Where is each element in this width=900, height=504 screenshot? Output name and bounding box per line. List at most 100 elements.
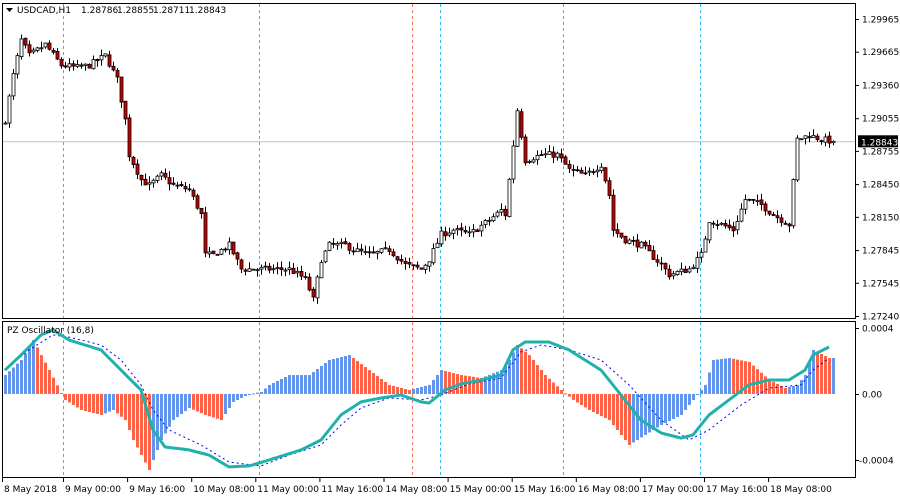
bull-candle bbox=[423, 264, 428, 270]
histogram-bar-up bbox=[656, 394, 659, 428]
histogram-bar-up bbox=[312, 372, 315, 394]
bull-candle bbox=[287, 267, 292, 270]
histogram-bar-up bbox=[104, 394, 107, 414]
histogram-bar-up bbox=[632, 394, 635, 443]
histogram-bar-up bbox=[32, 340, 35, 394]
bull-candle bbox=[427, 261, 432, 267]
bear-candle bbox=[635, 239, 640, 248]
histogram-bar-up bbox=[688, 394, 691, 405]
histogram-bar-down bbox=[48, 370, 51, 394]
bull-candle bbox=[439, 230, 444, 245]
bear-candle bbox=[311, 288, 316, 298]
symbol-header: USDCAD,H1 1.28786 1.28855 1.28711 1.2884… bbox=[6, 6, 226, 16]
bear-candle bbox=[347, 243, 352, 251]
histogram-bar-up bbox=[16, 363, 19, 394]
time-tick-label: 10 May 08:00 bbox=[193, 485, 255, 495]
symbol-label: USDCAD,H1 bbox=[17, 6, 71, 16]
histogram-bar-up bbox=[160, 394, 163, 441]
bull-candle bbox=[811, 134, 816, 139]
histogram-bar-up bbox=[4, 375, 7, 394]
bear-candle bbox=[819, 140, 824, 143]
bull-candle bbox=[823, 136, 828, 143]
bear-candle bbox=[87, 63, 92, 69]
histogram-bar-down bbox=[604, 394, 607, 419]
bull-candle bbox=[327, 241, 332, 251]
bear-candle bbox=[523, 136, 528, 164]
bear-candle bbox=[367, 251, 372, 254]
histogram-bar-down bbox=[216, 394, 219, 419]
histogram-bar-down bbox=[588, 394, 591, 411]
histogram-bar-up bbox=[672, 394, 675, 419]
bull-candle bbox=[335, 243, 340, 246]
histogram-bar-up bbox=[164, 394, 167, 434]
histogram-bar-up bbox=[156, 394, 159, 451]
bull-candle bbox=[483, 220, 488, 225]
histogram-bar-up bbox=[704, 384, 707, 394]
bear-candle bbox=[415, 264, 420, 268]
histogram-bar-up bbox=[108, 394, 111, 412]
histogram-bar-up bbox=[680, 394, 683, 415]
bull-candle bbox=[627, 239, 632, 244]
bear-candle bbox=[123, 100, 128, 120]
bull-candle bbox=[671, 273, 676, 277]
bear-candle bbox=[551, 151, 556, 158]
histogram-bar-up bbox=[484, 376, 487, 394]
bear-candle bbox=[79, 64, 84, 67]
bear-candle bbox=[779, 217, 784, 223]
ohlc-high: 1.28855 bbox=[117, 6, 154, 16]
time-tick-label: 8 May 2018 bbox=[4, 485, 57, 495]
histogram-bar-down bbox=[600, 394, 603, 417]
price-tick-label: 1.27545 bbox=[862, 279, 899, 289]
histogram-bar-down bbox=[548, 378, 551, 394]
bear-candle bbox=[131, 156, 136, 165]
histogram-bar-up bbox=[264, 388, 267, 394]
collapse-triangle-icon[interactable] bbox=[6, 8, 13, 12]
histogram-bar-down bbox=[532, 360, 535, 394]
histogram-bar-down bbox=[448, 372, 451, 394]
histogram-bar-down bbox=[392, 385, 395, 394]
time-tick-label: 11 May 16:00 bbox=[321, 485, 383, 495]
histogram-bar-down bbox=[64, 394, 67, 400]
histogram-bar-down bbox=[368, 370, 371, 394]
bear-candle bbox=[399, 258, 404, 262]
histogram-bar-up bbox=[228, 394, 231, 408]
bear-candle bbox=[359, 248, 364, 252]
histogram-bar-up bbox=[804, 375, 807, 394]
histogram-bar-down bbox=[608, 394, 611, 421]
current-price-label: 1.28843 bbox=[861, 138, 898, 148]
histogram-bar-down bbox=[132, 394, 135, 441]
histogram-bar-up bbox=[412, 389, 415, 394]
bull-candle bbox=[535, 154, 540, 161]
histogram-bar-down bbox=[552, 382, 555, 394]
histogram-bar-down bbox=[136, 394, 139, 448]
bull-candle bbox=[275, 267, 280, 270]
price-tick-label: 1.28150 bbox=[862, 213, 899, 223]
histogram-bar-down bbox=[116, 394, 119, 414]
histogram-bar-down bbox=[560, 390, 563, 394]
histogram-bar-up bbox=[832, 358, 835, 394]
histogram-bar-down bbox=[92, 394, 95, 413]
bear-candle bbox=[519, 111, 524, 138]
histogram-bar-up bbox=[424, 385, 427, 394]
histogram-bar-up bbox=[708, 372, 711, 394]
histogram-bar-down bbox=[376, 376, 379, 394]
histogram-bar-up bbox=[788, 387, 791, 394]
bear-candle bbox=[759, 199, 764, 205]
histogram-bar-down bbox=[580, 394, 583, 405]
bear-candle bbox=[751, 198, 756, 201]
bear-candle bbox=[171, 182, 176, 185]
bear-candle bbox=[631, 240, 636, 242]
histogram-bar-down bbox=[144, 394, 147, 463]
histogram-bar-down bbox=[56, 385, 59, 394]
price-tick-label: 1.27845 bbox=[862, 247, 899, 257]
bull-candle bbox=[699, 252, 704, 258]
bull-candle bbox=[639, 241, 644, 249]
histogram-bar-down bbox=[768, 379, 771, 394]
histogram-bar-up bbox=[640, 394, 643, 438]
histogram-bar-down bbox=[540, 370, 543, 394]
histogram-bar-up bbox=[296, 375, 299, 394]
histogram-bar-down bbox=[360, 364, 363, 394]
bull-candle bbox=[75, 64, 80, 67]
histogram-bar-up bbox=[308, 375, 311, 394]
